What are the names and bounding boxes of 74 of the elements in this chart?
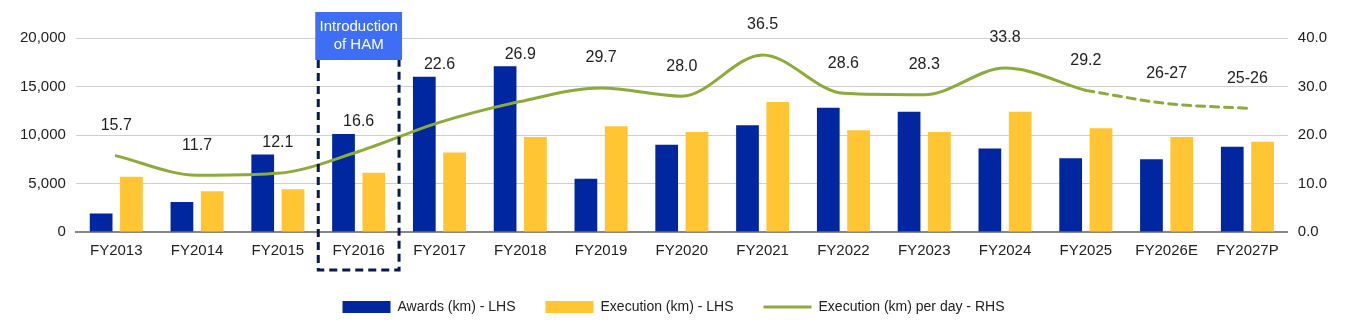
x-tick-label: FY2014	[170, 241, 224, 259]
bar	[897, 111, 921, 232]
bar	[1059, 158, 1083, 232]
bar	[928, 132, 951, 232]
x-tick-label: FY2026E	[1135, 241, 1198, 259]
y-tick-label: 5,000	[28, 173, 66, 191]
x-tick-label: FY2023	[897, 241, 951, 259]
data-label: 29.7	[585, 48, 617, 66]
data-label: 28.3	[908, 55, 940, 73]
bar	[332, 134, 355, 232]
bar	[412, 76, 436, 232]
x-tick-label: FY2022	[817, 241, 870, 259]
data-label: 26.9	[504, 44, 536, 62]
bar	[362, 172, 386, 232]
bar	[685, 132, 709, 232]
bar	[251, 154, 275, 232]
bar	[1251, 141, 1274, 232]
x-tick-label: FY2020	[655, 241, 709, 259]
bar	[766, 102, 790, 232]
x-tick-label: FY2018	[493, 241, 547, 259]
legend-label: Execution (km) per day - RHS	[818, 297, 1005, 314]
bar	[89, 213, 113, 232]
bar	[1170, 136, 1194, 232]
y2-tick-label: 0.0	[1297, 222, 1319, 240]
bar	[120, 176, 143, 232]
data-label: 25-26	[1226, 68, 1268, 86]
data-label: 36.5	[747, 15, 779, 33]
bar	[736, 125, 759, 232]
bar	[493, 66, 517, 232]
x-tick-label: FY2019	[574, 241, 628, 259]
x-tick-label: FY2015	[251, 241, 305, 259]
x-tick-label: FY2016	[332, 241, 385, 259]
data-label: 22.6	[423, 55, 456, 73]
y2-tick-label: 10.0	[1297, 173, 1328, 191]
band-label: Introduction of HAM	[319, 17, 398, 53]
bar	[200, 191, 224, 232]
x-tick-label: FY2027P	[1216, 241, 1279, 259]
legend-label: Execution (km) - LHS	[600, 297, 734, 314]
y-tick-label: 10,000	[19, 125, 66, 143]
y2-tick-label: 20.0	[1297, 125, 1328, 143]
y-tick-label: 0	[57, 222, 66, 240]
x-tick-label: FY2013	[90, 241, 143, 259]
x-tick-label: FY2025	[1059, 241, 1113, 259]
bar	[281, 189, 305, 232]
bar	[524, 136, 547, 232]
bar	[655, 144, 679, 232]
bar	[170, 201, 194, 232]
bar	[604, 126, 628, 232]
x-tick-label: FY2024	[978, 241, 1032, 259]
y-tick-label: 20,000	[19, 28, 66, 46]
data-label: 16.6	[343, 111, 375, 129]
legend-label: Awards (km) - LHS	[397, 297, 516, 314]
y-tick-label: 15,000	[19, 76, 66, 94]
data-label: 28.0	[666, 56, 698, 74]
x-tick-label: FY2017	[413, 241, 466, 259]
bar	[816, 107, 840, 232]
bar	[978, 148, 1002, 232]
bar	[574, 178, 598, 232]
data-label: 15.7	[100, 116, 132, 134]
bar	[1008, 111, 1032, 232]
bar	[443, 152, 466, 232]
data-label: 12.1	[262, 132, 294, 150]
bar	[847, 130, 870, 232]
y2-tick-label: 40.0	[1297, 28, 1328, 46]
data-label: 11.7	[182, 135, 213, 153]
data-label: 33.8	[989, 28, 1021, 46]
data-label: 29.2	[1070, 50, 1102, 68]
data-label: 26-27	[1146, 63, 1188, 81]
bar	[1220, 146, 1244, 232]
bar	[1140, 159, 1163, 232]
data-label: 28.6	[827, 53, 860, 71]
y2-tick-label: 30.0	[1297, 76, 1328, 94]
x-tick-label: FY2021	[736, 241, 789, 259]
bar	[1089, 128, 1113, 232]
